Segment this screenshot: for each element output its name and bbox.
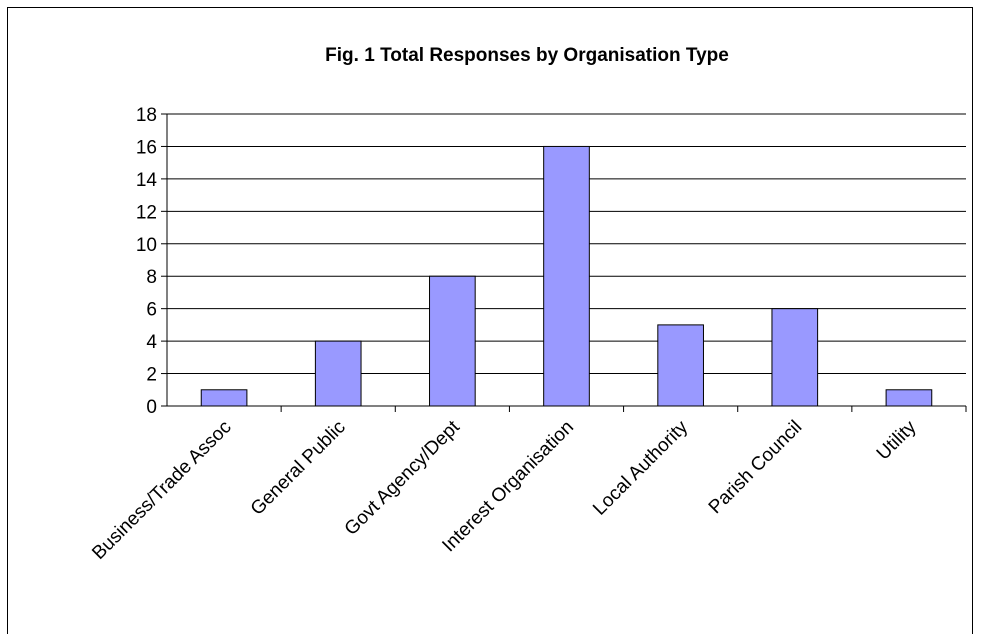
y-tick-label: 0: [146, 397, 157, 418]
bar: [543, 145, 590, 407]
x-tick-label: Utility: [873, 416, 921, 464]
x-tick-label: General Public: [247, 417, 350, 520]
x-tick-label: Govt Agency/Dept: [341, 416, 465, 540]
x-tick-label: Business/Trade Assoc: [88, 417, 235, 564]
y-tick-label: 4: [146, 332, 157, 353]
bar: [771, 308, 819, 407]
y-tick-label: 8: [146, 267, 157, 288]
x-tick-label: Interest Organisation: [438, 417, 578, 557]
y-tick-label: 10: [136, 235, 157, 256]
axes: [166, 114, 967, 412]
bar: [314, 340, 362, 407]
y-axis-ticks: 0 2 4 6 8 10 12 14 16 18: [136, 105, 167, 418]
bar: [429, 275, 476, 407]
bar: [885, 389, 933, 407]
x-tick-label: Parish Council: [705, 417, 806, 518]
y-tick-label: 14: [136, 170, 158, 191]
y-tick-label: 2: [146, 365, 157, 386]
y-tick-label: 6: [146, 300, 157, 321]
y-tick-label: 16: [136, 137, 157, 158]
x-tick-label: Local Authority: [589, 416, 692, 519]
chart-title: Fig. 1 Total Responses by Organisation T…: [325, 45, 729, 66]
y-tick-label: 18: [136, 105, 157, 126]
bar: [657, 324, 704, 407]
y-tick-label: 12: [136, 202, 157, 223]
bar: [200, 389, 248, 407]
